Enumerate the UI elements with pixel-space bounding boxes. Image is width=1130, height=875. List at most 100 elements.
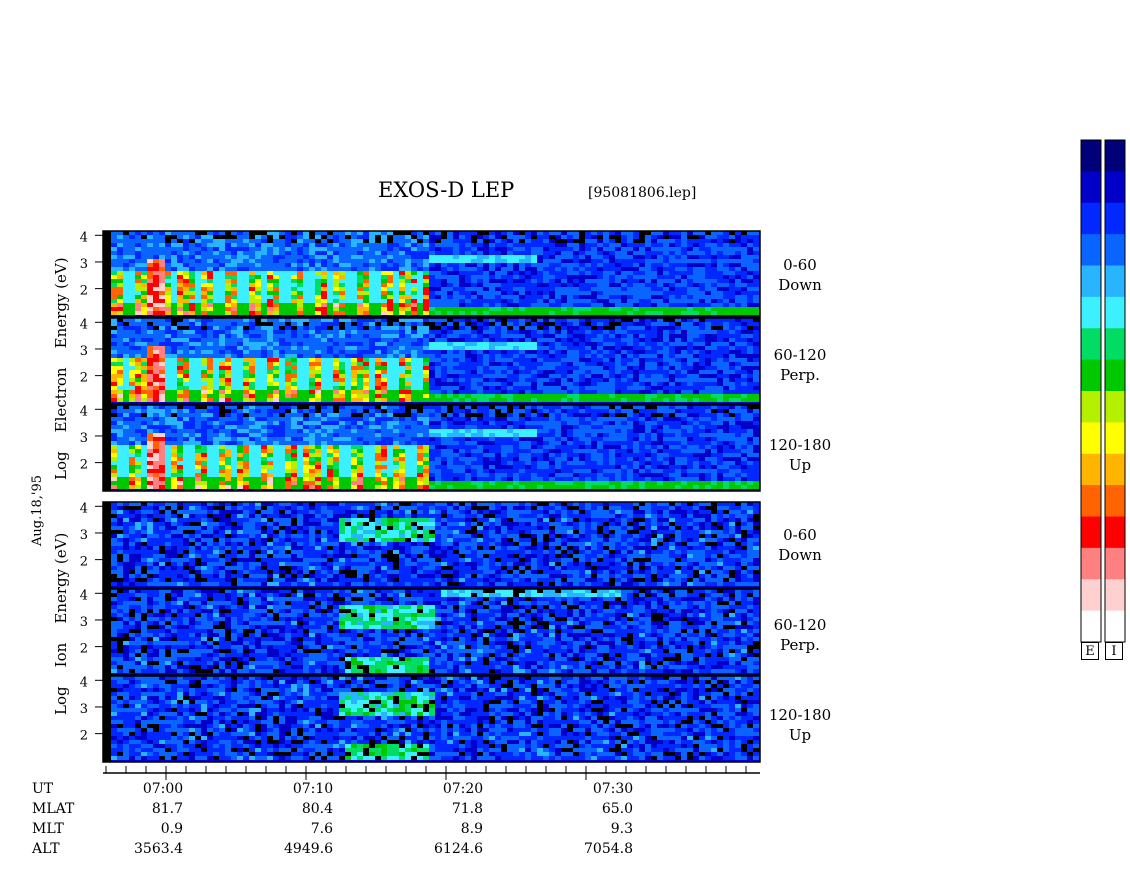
spectrogram-cell [165,342,171,346]
spectrogram-cell [345,299,351,303]
spectrogram-cell [327,243,333,247]
spectrogram-cell [513,354,519,358]
spectrogram-cell [387,267,393,271]
spectrogram-cell [579,370,585,374]
spectrogram-cell [669,358,675,362]
spectrogram-cell [507,259,513,263]
spectrogram-cell [129,299,135,303]
spectrogram-cell [393,287,399,291]
spectrogram-cell [195,311,201,315]
spectrogram-cell [435,398,441,402]
spectrogram-cell [537,287,543,291]
spectrogram-cell [267,307,273,311]
spectrogram-cell [117,429,123,433]
spectrogram-cell [453,358,459,362]
spectrogram-cell [225,231,231,235]
spectrogram-cell [153,338,159,342]
spectrogram-cell [249,235,255,239]
spectrogram-cell [249,259,255,263]
spectrogram-cell [627,247,633,251]
spectrogram-cell [363,239,369,243]
spectrogram-cell [327,429,333,433]
spectrogram-cell [405,382,411,386]
spectrogram-cell [423,267,429,271]
spectrogram-cell [561,287,567,291]
spectrogram-cell [687,390,693,394]
spectrogram-cell [381,231,387,235]
spectrogram-cell [357,295,363,299]
spectrogram-cell [447,243,453,247]
spectrogram-cell [141,457,147,461]
spectrogram-cell [519,239,525,243]
spectrogram-cell [261,405,267,409]
spectrogram-cell [441,243,447,247]
spectrogram-cell [177,398,183,402]
spectrogram-cell [441,370,447,374]
spectrogram-cell [291,287,297,291]
spectrogram-cell [111,437,117,441]
spectrogram-cell [237,275,243,279]
spectrogram-cell [153,445,159,449]
spectrogram-cell [327,279,333,283]
spectrogram-cell [255,378,261,382]
spectrogram-cell [615,239,621,243]
spectrogram-cell [345,267,351,271]
spectrogram-cell [285,243,291,247]
spectrogram-cell [597,318,603,322]
spectrogram-cell [627,354,633,358]
spectrogram-cell [375,318,381,322]
spectrogram-cell [651,299,657,303]
spectrogram-cell [189,409,195,413]
spectrogram-cell [123,350,129,354]
spectrogram-cell [357,243,363,247]
spectrogram-cell [513,330,519,334]
spectrogram-cell [183,251,189,255]
spectrogram-cell [195,283,201,287]
spectrogram-cell [513,287,519,291]
spectrogram-cell [267,477,273,481]
spectrogram-cell [273,342,279,346]
spectrogram-cell [153,291,159,295]
spectrogram-cell [219,287,225,291]
spectrogram-cell [147,283,153,287]
spectrogram-cell [507,366,513,370]
spectrogram-cell [489,370,495,374]
spectrogram-cell [333,243,339,247]
spectrogram-cell [177,382,183,386]
spectrogram-cell [153,263,159,267]
spectrogram-cell [285,457,291,461]
spectrogram-cell [657,303,663,307]
spectrogram-cell [639,231,645,235]
spectrogram-cell [279,390,285,394]
spectrogram-cell [339,283,345,287]
spectrogram-cell [207,322,213,326]
spectrogram-cell [165,275,171,279]
spectrogram-cell [555,263,561,267]
spectrogram-cell [369,307,375,311]
spectrogram-cell [123,429,129,433]
spectrogram-cell [159,390,165,394]
spectrogram-cell [171,358,177,362]
spectrogram-cell [231,283,237,287]
spectrogram-cell [237,271,243,275]
spectrogram-cell [375,307,381,311]
spectrogram-cell [651,267,657,271]
spectrogram-cell [273,453,279,457]
spectrogram-cell [663,338,669,342]
spectrogram-cell [207,413,213,417]
spectrogram-cell [315,318,321,322]
spectrogram-cell [249,473,255,477]
spectrogram-cell [471,382,477,386]
spectrogram-cell [195,267,201,271]
spectrogram-cell [147,437,153,441]
spectrogram-cell [381,291,387,295]
spectrogram-cell [231,291,237,295]
spectrogram-cell [303,350,309,354]
spectrogram-cell [153,485,159,489]
spectrogram-cell [543,358,549,362]
spectrogram-cell [285,473,291,477]
spectrogram-cell [669,247,675,251]
spectrogram-cell [669,283,675,287]
spectrogram-cell [333,303,339,307]
spectrogram-cell [381,378,387,382]
